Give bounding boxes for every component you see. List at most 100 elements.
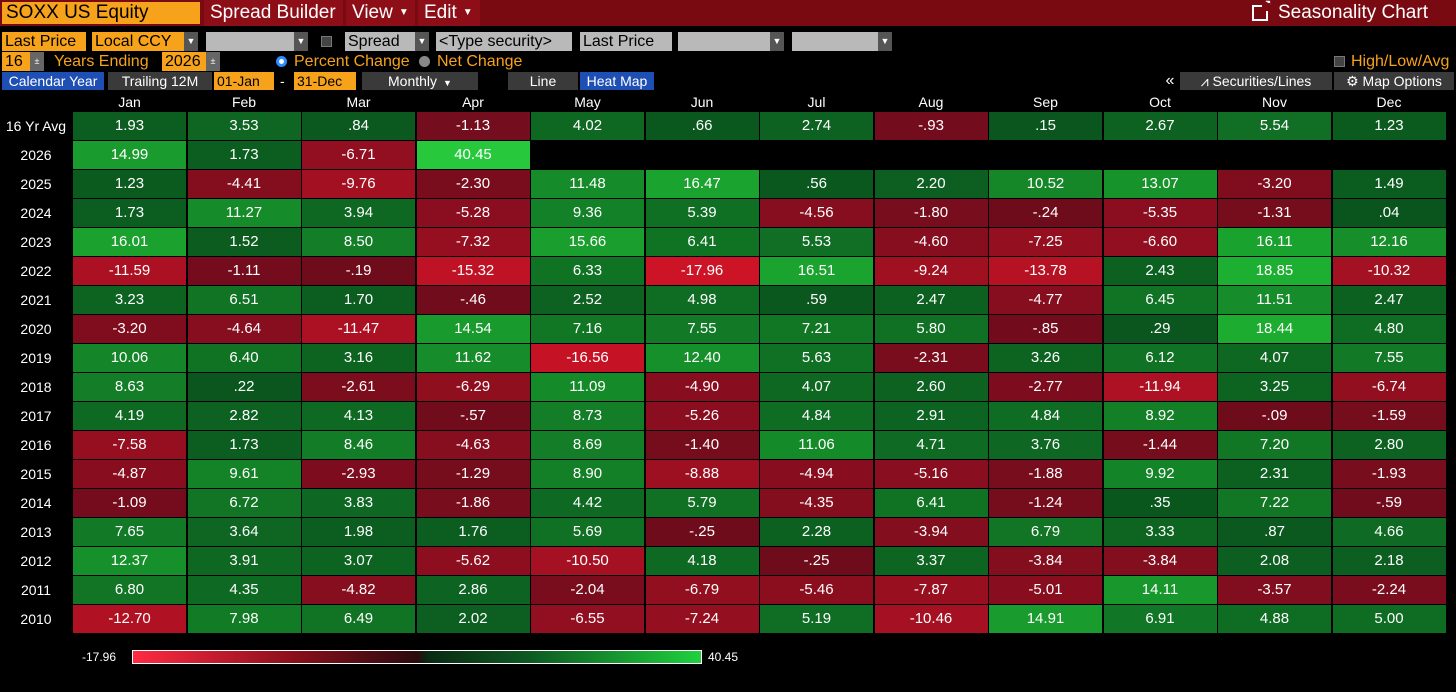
heat-cell[interactable]: 18.44: [1218, 315, 1331, 343]
tab-calendar-year[interactable]: Calendar Year: [2, 72, 104, 90]
heat-cell[interactable]: -1.88: [989, 460, 1102, 488]
heat-cell[interactable]: 6.45: [1103, 286, 1217, 314]
heat-cell[interactable]: 3.07: [302, 547, 415, 575]
heat-cell[interactable]: -10.32: [1332, 257, 1446, 285]
heat-cell[interactable]: 6.91: [1103, 605, 1217, 633]
heat-cell[interactable]: -.46: [416, 286, 530, 314]
heat-cell[interactable]: -2.77: [989, 373, 1102, 401]
heat-cell[interactable]: 8.90: [531, 460, 644, 488]
heat-cell[interactable]: 8.63: [73, 373, 186, 401]
heat-cell[interactable]: 5.39: [645, 199, 759, 227]
heat-cell[interactable]: -1.13: [416, 112, 530, 140]
heat-cell[interactable]: -.09: [1218, 402, 1331, 430]
heat-cell[interactable]: 2.43: [1103, 257, 1217, 285]
heat-cell[interactable]: 4.02: [531, 112, 644, 140]
heat-cell[interactable]: -2.93: [302, 460, 415, 488]
heat-cell[interactable]: 7.20: [1218, 431, 1331, 459]
heat-cell[interactable]: 7.21: [760, 315, 873, 343]
heat-cell[interactable]: 6.12: [1103, 344, 1217, 372]
heat-cell[interactable]: 2.80: [1332, 431, 1446, 459]
heat-cell[interactable]: 8.69: [531, 431, 644, 459]
heat-cell[interactable]: -.59: [1332, 489, 1446, 517]
heat-cell[interactable]: -5.35: [1103, 199, 1217, 227]
heat-cell[interactable]: -4.60: [874, 228, 988, 256]
heat-cell[interactable]: -4.94: [760, 460, 873, 488]
heat-cell[interactable]: 14.54: [416, 315, 530, 343]
heat-cell[interactable]: -7.25: [989, 228, 1102, 256]
heat-cell[interactable]: -3.84: [1103, 547, 1217, 575]
heat-cell[interactable]: 40.45: [416, 141, 530, 169]
heat-cell[interactable]: -4.90: [645, 373, 759, 401]
heat-cell[interactable]: 4.84: [989, 402, 1102, 430]
heat-cell[interactable]: .56: [760, 170, 873, 198]
heat-cell[interactable]: 6.49: [302, 605, 415, 633]
heat-cell[interactable]: 4.13: [302, 402, 415, 430]
heat-cell[interactable]: 7.55: [1332, 344, 1446, 372]
heat-cell[interactable]: 2.47: [1332, 286, 1446, 314]
heat-cell[interactable]: -6.74: [1332, 373, 1446, 401]
heat-cell[interactable]: -1.29: [416, 460, 530, 488]
heat-cell[interactable]: 1.93: [73, 112, 186, 140]
heat-cell[interactable]: -1.09: [73, 489, 186, 517]
heat-cell[interactable]: 2.52: [531, 286, 644, 314]
collapse-panel-button[interactable]: «: [1162, 72, 1178, 90]
heat-cell[interactable]: 11.09: [531, 373, 644, 401]
heat-cell[interactable]: -5.46: [760, 576, 873, 604]
heat-cell[interactable]: -1.80: [874, 199, 988, 227]
heat-cell[interactable]: -12.70: [73, 605, 186, 633]
heat-cell[interactable]: 1.52: [187, 228, 301, 256]
heat-cell[interactable]: 2.91: [874, 402, 988, 430]
heat-cell[interactable]: -.57: [416, 402, 530, 430]
heat-cell[interactable]: -2.61: [302, 373, 415, 401]
net-change-radio[interactable]: [419, 56, 430, 67]
tab-line[interactable]: Line: [508, 72, 578, 90]
heat-cell[interactable]: 6.80: [73, 576, 186, 604]
heat-cell[interactable]: 4.07: [1218, 344, 1331, 372]
percent-change-radio[interactable]: [276, 56, 287, 67]
heat-cell[interactable]: 15.66: [531, 228, 644, 256]
heat-cell[interactable]: 1.49: [1332, 170, 1446, 198]
heat-cell[interactable]: 2.20: [874, 170, 988, 198]
heat-cell[interactable]: 7.98: [187, 605, 301, 633]
heat-cell[interactable]: -4.87: [73, 460, 186, 488]
heat-cell[interactable]: 6.41: [645, 228, 759, 256]
high-low-avg-checkbox[interactable]: [1334, 56, 1345, 67]
heat-cell[interactable]: .66: [645, 112, 759, 140]
heat-cell[interactable]: -1.40: [645, 431, 759, 459]
heat-cell[interactable]: -1.31: [1218, 199, 1331, 227]
spread-builder-menu[interactable]: Spread Builder: [204, 0, 343, 26]
heat-cell[interactable]: 2.31: [1218, 460, 1331, 488]
heat-cell[interactable]: 6.79: [989, 518, 1102, 546]
heat-cell[interactable]: .29: [1103, 315, 1217, 343]
heat-cell[interactable]: 6.41: [874, 489, 988, 517]
heat-cell[interactable]: 14.91: [989, 605, 1102, 633]
heat-cell[interactable]: -6.29: [416, 373, 530, 401]
heat-cell[interactable]: -5.01: [989, 576, 1102, 604]
heat-cell[interactable]: 8.46: [302, 431, 415, 459]
heat-cell[interactable]: -16.56: [531, 344, 644, 372]
heat-cell[interactable]: 9.92: [1103, 460, 1217, 488]
heat-cell[interactable]: 9.61: [187, 460, 301, 488]
heat-cell[interactable]: -.25: [760, 547, 873, 575]
heat-cell[interactable]: 3.64: [187, 518, 301, 546]
heat-cell[interactable]: 11.48: [531, 170, 644, 198]
view-menu[interactable]: View ▼: [346, 0, 415, 26]
empty-select-2[interactable]: ▼: [678, 32, 784, 51]
heat-cell[interactable]: .22: [187, 373, 301, 401]
heat-cell[interactable]: 3.83: [302, 489, 415, 517]
heat-cell[interactable]: 4.88: [1218, 605, 1331, 633]
heat-cell[interactable]: 16.01: [73, 228, 186, 256]
heat-cell[interactable]: 4.07: [760, 373, 873, 401]
heat-cell[interactable]: 5.19: [760, 605, 873, 633]
heat-cell[interactable]: -1.11: [187, 257, 301, 285]
heat-cell[interactable]: 10.06: [73, 344, 186, 372]
heat-cell[interactable]: 2.47: [874, 286, 988, 314]
heat-cell[interactable]: 1.73: [73, 199, 186, 227]
heat-cell[interactable]: 1.73: [187, 141, 301, 169]
heat-cell[interactable]: 4.19: [73, 402, 186, 430]
heat-cell[interactable]: -7.87: [874, 576, 988, 604]
years-stepper[interactable]: 16 ±: [2, 52, 44, 71]
heat-cell[interactable]: -13.78: [989, 257, 1102, 285]
heat-cell[interactable]: -5.62: [416, 547, 530, 575]
heat-cell[interactable]: 18.85: [1218, 257, 1331, 285]
